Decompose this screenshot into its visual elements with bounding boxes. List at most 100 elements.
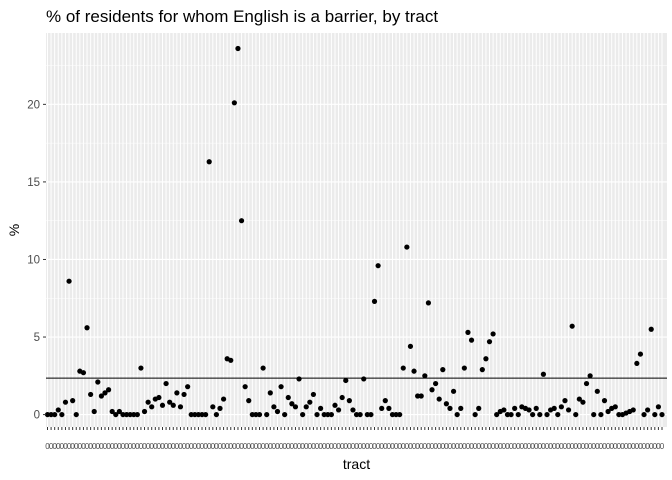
x-tick-label: 0 — [566, 442, 571, 451]
data-point — [479, 367, 485, 373]
x-tick-label: 0 — [437, 442, 442, 451]
data-point — [580, 399, 586, 405]
x-tick-label: 0 — [426, 442, 431, 451]
y-axis: 0 5 10 15 20 — [27, 99, 46, 422]
x-tick-label: 0 — [419, 442, 424, 451]
x-tick-label: 0 — [383, 442, 388, 451]
x-tick-label: 0 — [556, 442, 561, 451]
x-tick-label: 0 — [387, 442, 392, 451]
x-tick-label: 0 — [642, 442, 647, 451]
x-tick-label: 0 — [157, 442, 162, 451]
x-tick-label: 0 — [444, 442, 449, 451]
data-point — [386, 405, 392, 411]
data-point — [440, 367, 446, 373]
x-tick-label: 0 — [408, 442, 413, 451]
data-point — [44, 411, 51, 418]
x-tick-label: 0 — [67, 442, 72, 451]
x-tick-label: 0 — [106, 442, 111, 451]
x-tick-label: 0 — [229, 442, 234, 451]
x-tick-label: 0 — [128, 442, 133, 451]
data-point — [551, 405, 557, 411]
x-tick-label: 0 — [484, 442, 489, 451]
x-tick-label: 0 — [142, 442, 147, 451]
data-point — [300, 411, 306, 418]
data-point — [260, 365, 266, 371]
x-tick-label: 0 — [498, 442, 503, 451]
x-tick-label: 0 — [203, 442, 208, 451]
x-tick-label: 0 — [559, 442, 564, 451]
data-point — [573, 411, 579, 418]
data-point — [217, 405, 223, 411]
x-tick-label: 0 — [114, 442, 119, 451]
data-point — [138, 365, 144, 371]
data-point — [637, 351, 644, 357]
data-point — [52, 411, 58, 418]
x-tick-label: 0 — [660, 442, 665, 451]
x-tick-label: 0 — [196, 442, 201, 451]
data-point — [555, 411, 561, 418]
data-point — [476, 405, 482, 411]
x-tick-label: 0 — [70, 442, 75, 451]
data-point — [468, 337, 475, 343]
x-tick-label: 0 — [225, 442, 230, 451]
x-tick-label: 0 — [548, 442, 553, 451]
x-tick-label: 0 — [293, 442, 298, 451]
data-point — [70, 398, 76, 404]
data-point — [123, 411, 130, 418]
x-tick-label: 0 — [193, 442, 198, 451]
x-tick-label: 0 — [595, 442, 600, 451]
x-tick-label: 0 — [236, 442, 241, 451]
x-tick-label: 0 — [52, 442, 57, 451]
data-point — [533, 405, 539, 411]
x-tick-label: 0 — [656, 442, 661, 451]
data-point — [587, 373, 593, 379]
x-tick-label: 0 — [455, 442, 460, 451]
data-point — [422, 373, 428, 379]
x-tick-label: 0 — [182, 442, 187, 451]
data-point — [102, 390, 108, 396]
x-tick-label: 0 — [175, 442, 180, 451]
data-point — [174, 390, 180, 396]
x-tick-label: 0 — [275, 442, 280, 451]
x-tick-label: 0 — [430, 442, 435, 451]
data-point — [371, 298, 378, 304]
x-tick-label: 0 — [577, 442, 582, 451]
data-point — [113, 411, 119, 418]
x-tick-label: 0 — [473, 442, 478, 451]
x-tick-label: 0 — [354, 442, 359, 451]
x-tick-label: 0 — [311, 442, 316, 451]
data-point — [282, 411, 288, 418]
x-tick-label: 0 — [480, 442, 485, 451]
x-tick-label: 0 — [477, 442, 482, 451]
x-tick-label: 0 — [336, 442, 341, 451]
y-gridlines — [46, 65, 667, 416]
x-tick-label: 0 — [494, 442, 499, 451]
x-tick-label: 0 — [250, 442, 255, 451]
data-point — [267, 390, 273, 396]
data-point — [418, 393, 424, 399]
data-point — [389, 411, 396, 418]
data-point — [659, 411, 665, 418]
x-tick-label: 0 — [405, 442, 410, 451]
x-tick-label: 0 — [81, 442, 86, 451]
data-point — [167, 399, 173, 405]
data-point — [195, 411, 202, 418]
x-tick-label: 0 — [448, 442, 453, 451]
y-tick-label: 0 — [34, 410, 40, 422]
data-point — [181, 391, 187, 398]
x-tick-label: 0 — [620, 442, 625, 451]
x-tick-label: 0 — [541, 442, 546, 451]
data-point — [501, 407, 507, 413]
data-point — [210, 404, 216, 410]
x-tick-label: 0 — [207, 442, 212, 451]
data-point — [544, 411, 550, 418]
data-point — [105, 387, 112, 393]
data-point — [285, 394, 291, 401]
data-point — [450, 388, 457, 394]
data-point — [601, 398, 608, 404]
data-point — [231, 100, 237, 106]
x-tick-label: 0 — [462, 442, 467, 451]
x-tick-label: 0 — [60, 442, 65, 451]
x-tick-label: 0 — [351, 442, 356, 451]
x-tick-label: 0 — [649, 442, 654, 451]
